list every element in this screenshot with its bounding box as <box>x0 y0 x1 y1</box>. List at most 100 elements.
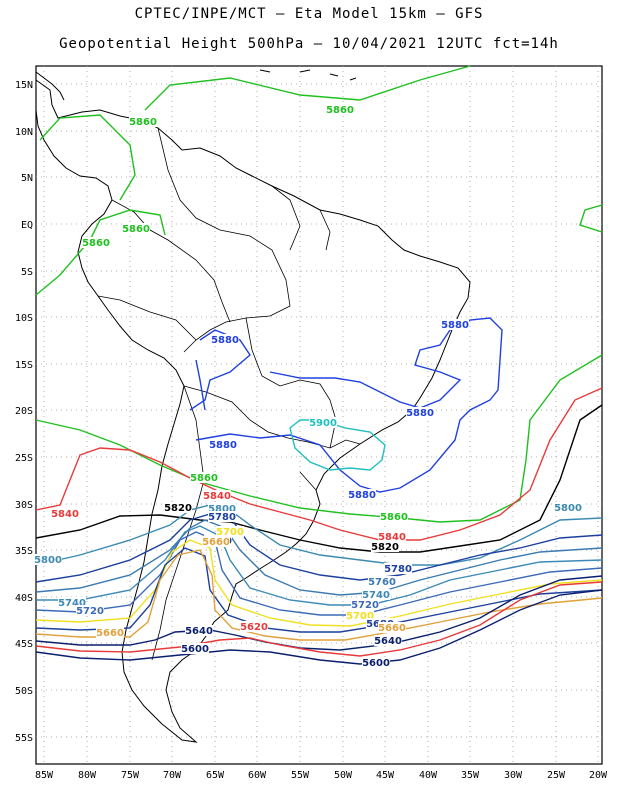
contour-5880 <box>195 359 206 411</box>
contour-label-bg <box>76 605 104 616</box>
contour-label: 5880 <box>441 320 469 331</box>
contour-label: 5740 <box>362 590 390 601</box>
central-america <box>35 71 65 101</box>
contour-label: 5720 <box>76 606 104 617</box>
contour-5860 <box>35 354 603 523</box>
contour-label: 5700 <box>346 611 374 622</box>
contour-label: 5840 <box>378 532 406 543</box>
contour-label: 5860 <box>326 105 354 116</box>
contour-5860 <box>39 114 136 201</box>
contour-label: 5820 <box>164 503 192 514</box>
lon-tick-label: 25W <box>547 770 566 781</box>
lat-tick-label: 15N <box>15 80 33 91</box>
contour-label: 5720 <box>351 600 379 611</box>
contour-label: 5880 <box>211 335 239 346</box>
contour-5860 <box>579 204 603 233</box>
lat-tick-label: 20S <box>15 406 33 417</box>
lon-tick-label: 80W <box>78 770 97 781</box>
lon-tick-label: 40W <box>419 770 438 781</box>
contour-label: 5700 <box>216 527 244 538</box>
contour-label-bg <box>371 541 399 552</box>
contour-label: 5640 <box>374 636 402 647</box>
contour-label: 5780 <box>208 512 236 523</box>
contour-label-bg <box>348 489 376 500</box>
axis-ticks: 15N 10N 5N EQ 5S 10S 15S 20S 25S 30S 35S 40S 45S 50S 5… <box>15 80 608 781</box>
contour-label-bg <box>122 223 150 234</box>
contour-label-bg <box>82 237 110 248</box>
contour-label: 5860 <box>380 512 408 523</box>
contour-label-bg <box>240 621 268 632</box>
contour-label-bg <box>181 643 209 654</box>
contour-label-bg <box>362 589 390 600</box>
country-borders <box>97 127 361 661</box>
lon-tick-label: 50W <box>334 770 353 781</box>
contour-5880 <box>189 329 251 411</box>
lon-tick-label: 55W <box>291 770 310 781</box>
lat-tick-label: 40S <box>15 593 33 604</box>
contour-5620 <box>35 581 603 657</box>
contour-label-bg <box>346 610 374 621</box>
lon-tick-label: 60W <box>248 770 267 781</box>
contour-label-bg <box>384 563 412 574</box>
contour-label-bg <box>351 599 379 610</box>
contour-label-bg <box>380 511 408 522</box>
contour-label-bg <box>96 627 124 638</box>
contour-label: 5780 <box>384 564 412 575</box>
contour-label: 5900 <box>309 418 337 429</box>
contour-5860 <box>35 209 166 296</box>
contour-label: 5880 <box>406 408 434 419</box>
contour-label-bg <box>368 576 396 587</box>
lon-tick-label: 65W <box>206 770 225 781</box>
contour-label-bg <box>51 508 79 519</box>
contour-label-bg <box>378 622 406 633</box>
contour-label-bg <box>209 439 237 450</box>
contour-label: 5800 <box>208 504 236 515</box>
contour-label: 5880 <box>348 490 376 501</box>
contour-label-bg <box>374 635 402 646</box>
contour-label-bg <box>406 407 434 418</box>
contour-label: 5660 <box>378 623 406 634</box>
caribbean-islands <box>259 69 357 81</box>
lat-tick-label: 10S <box>15 313 33 324</box>
lat-tick-label: 45S <box>15 639 33 650</box>
lon-tick-label: 20W <box>589 770 608 781</box>
contour-label: 5840 <box>51 509 79 520</box>
contour-label-bg <box>185 625 213 636</box>
contour-label: 5880 <box>209 440 237 451</box>
contour-5740 <box>36 525 603 606</box>
contour-label: 5860 <box>129 117 157 128</box>
contour-labels: 5860 5860 5860 5860 5860 5860 5880 5880 5880 5880… <box>34 104 582 669</box>
lat-tick-label: 35S <box>15 546 33 557</box>
contour-label: 5860 <box>122 224 150 235</box>
contour-label-bg <box>441 319 469 330</box>
lon-tick-label: 75W <box>121 770 140 781</box>
contour-label-bg <box>164 502 192 513</box>
contour-5660 <box>35 549 603 641</box>
contour-label-bg <box>34 554 62 565</box>
contour-label: 5740 <box>58 598 86 609</box>
contour-label-bg <box>208 511 236 522</box>
lat-tick-label: 55S <box>15 733 33 744</box>
contour-label: 5800 <box>34 555 62 566</box>
contour-label: 5840 <box>203 491 231 502</box>
contour-label: 5660 <box>202 537 230 548</box>
coastline <box>35 69 471 743</box>
lat-tick-label: 5S <box>21 267 33 278</box>
contour-label-bg <box>378 531 406 542</box>
contour-label: 5640 <box>185 626 213 637</box>
lon-tick-label: 45W <box>376 770 395 781</box>
contour-5600 <box>35 589 603 665</box>
contour-label: 5600 <box>181 644 209 655</box>
contour-5860 <box>144 65 471 111</box>
contour-lines <box>35 65 603 665</box>
contour-label-bg <box>203 490 231 501</box>
contour-label-bg <box>362 657 390 668</box>
map-title: CPTEC/INPE/MCT – Eta Model 15km – GFS <box>134 6 484 22</box>
contour-label-bg <box>554 502 582 513</box>
contour-5840 <box>35 387 603 541</box>
contour-5780 <box>35 513 603 583</box>
contour-5680 <box>35 547 603 633</box>
contour-label: 5800 <box>554 503 582 514</box>
contour-5820 <box>35 404 603 553</box>
